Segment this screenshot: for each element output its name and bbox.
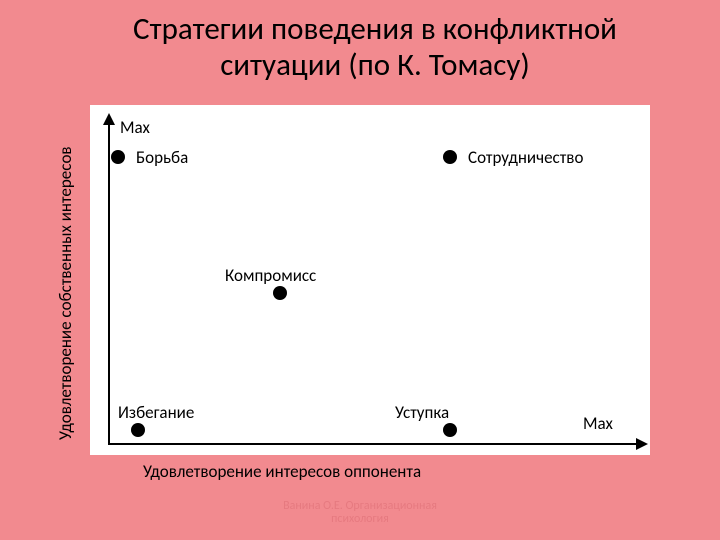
x-axis-label: Удовлетворение интересов оппонента [143,461,421,482]
point-cooperation [443,150,457,164]
chart-area: Max Max Борьба Сотрудничество Компромисс Из… [90,105,650,455]
x-axis-arrow [636,438,648,450]
point-concession [443,423,457,437]
point-struggle [111,150,125,164]
y-axis-arrow [103,113,115,125]
footer-credit: Ванина О.Е. Организационная психология [0,500,720,526]
point-compromise [273,286,287,300]
y-axis-line [108,115,110,443]
point-label-compromise: Компромисс [225,265,316,286]
point-label-struggle: Борьба [136,147,188,168]
title-line-1: Стратегии поведения в конфликтной [133,10,617,48]
point-label-avoidance: Избегание [118,402,194,423]
title-line-2: ситуации (по К. Томасу) [220,46,530,84]
footer-line-2: психология [331,512,389,526]
slide-title: Стратегии поведения в конфликтной ситуац… [60,12,690,83]
x-axis-line [108,443,638,445]
x-max-label: Max [583,413,613,434]
point-label-concession: Уступка [395,402,449,423]
y-max-label: Max [120,117,150,138]
point-avoidance [131,423,145,437]
footer-line-1: Ванина О.Е. Организационная [283,499,437,513]
y-axis-label: Удовлетворение собственных интересов [55,146,76,440]
point-label-cooperation: Сотрудничество [468,147,583,168]
slide: Стратегии поведения в конфликтной ситуац… [0,0,720,540]
